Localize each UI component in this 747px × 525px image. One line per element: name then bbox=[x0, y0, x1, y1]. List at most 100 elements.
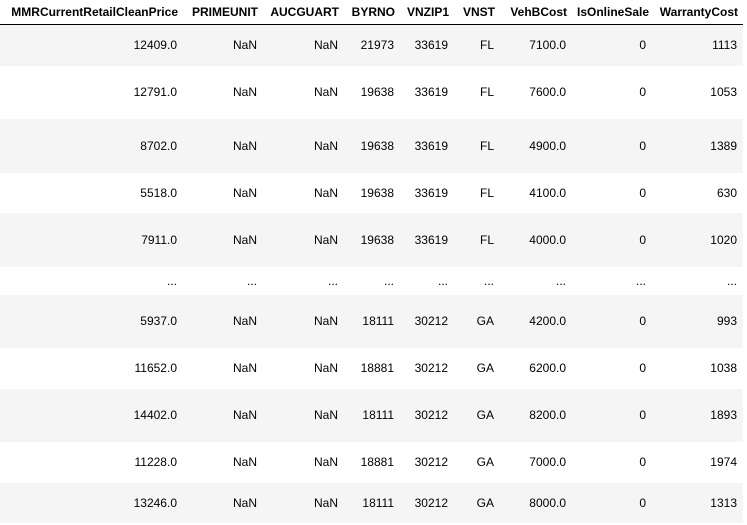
table-row: 12791.0 NaN NaN 19638 33619 FL 7600.0 0 1053 bbox=[0, 65, 743, 119]
cell-aucguart: NaN bbox=[263, 65, 344, 119]
cell-warrantycost: ... bbox=[652, 266, 743, 295]
cell-vehbcost: 8200.0 bbox=[500, 388, 572, 442]
cell-vnst: GA bbox=[454, 294, 500, 348]
cell-mmrcurrentretailcleanprice: 12409.0 bbox=[0, 24, 183, 66]
cell-vnst: FL bbox=[454, 24, 500, 66]
cell-vnzip1: 33619 bbox=[400, 24, 454, 66]
cell-mmrcurrentretailcleanprice: 13246.0 bbox=[0, 482, 183, 523]
cell-byrno: 18111 bbox=[344, 294, 400, 348]
cell-byrno: 18881 bbox=[344, 347, 400, 389]
cell-isonlinesale: 0 bbox=[572, 65, 652, 119]
ellipsis-row: ........................... bbox=[0, 266, 743, 295]
column-header-warrantycost: WarrantyCost bbox=[652, 0, 743, 25]
cell-isonlinesale: 0 bbox=[572, 347, 652, 389]
cell-vnzip1: 30212 bbox=[400, 482, 454, 523]
table-row: 12409.0 NaN NaN 21973 33619 FL 7100.0 0 1113 bbox=[0, 24, 743, 66]
cell-primeunit: NaN bbox=[183, 118, 263, 173]
table-body: 12409.0 NaN NaN 21973 33619 FL 7100.0 0 1113 1279… bbox=[0, 24, 743, 523]
cell-byrno: 21973 bbox=[344, 24, 400, 66]
cell-byrno: 19638 bbox=[344, 65, 400, 119]
cell-primeunit: NaN bbox=[183, 24, 263, 66]
cell-vnst: FL bbox=[454, 65, 500, 119]
cell-mmrcurrentretailcleanprice: 5518.0 bbox=[0, 172, 183, 213]
cell-vnst: ... bbox=[454, 266, 500, 295]
cell-vnzip1: 33619 bbox=[400, 65, 454, 119]
cell-aucguart: ... bbox=[263, 266, 344, 295]
cell-aucguart: NaN bbox=[263, 294, 344, 348]
cell-byrno: 18111 bbox=[344, 482, 400, 523]
cell-vnzip1: 30212 bbox=[400, 347, 454, 389]
table-row: 5518.0 NaN NaN 19638 33619 FL 4100.0 0 630 bbox=[0, 172, 743, 213]
cell-isonlinesale: 0 bbox=[572, 388, 652, 442]
table-row: 14402.0 NaN NaN 18111 30212 GA 8200.0 0 1893 bbox=[0, 388, 743, 442]
table-row: 8702.0 NaN NaN 19638 33619 FL 4900.0 0 1389 bbox=[0, 118, 743, 173]
cell-byrno: 19638 bbox=[344, 172, 400, 213]
cell-mmrcurrentretailcleanprice: ... bbox=[0, 266, 183, 295]
table-row: 11228.0 NaN NaN 18881 30212 GA 7000.0 0 1974 bbox=[0, 441, 743, 483]
cell-vnst: GA bbox=[454, 441, 500, 483]
cell-warrantycost: 630 bbox=[652, 172, 743, 213]
cell-vehbcost: 4900.0 bbox=[500, 118, 572, 173]
cell-vnzip1: 33619 bbox=[400, 118, 454, 173]
cell-vehbcost: 4200.0 bbox=[500, 294, 572, 348]
cell-vnzip1: 30212 bbox=[400, 388, 454, 442]
header-row: MMRCurrentRetailCleanPrice PRIMEUNIT AUC… bbox=[0, 0, 743, 25]
cell-mmrcurrentretailcleanprice: 14402.0 bbox=[0, 388, 183, 442]
cell-vehbcost: 7100.0 bbox=[500, 24, 572, 66]
cell-isonlinesale: 0 bbox=[572, 24, 652, 66]
cell-isonlinesale: 0 bbox=[572, 482, 652, 523]
cell-byrno: 19638 bbox=[344, 212, 400, 267]
cell-vnst: FL bbox=[454, 172, 500, 213]
cell-isonlinesale: 0 bbox=[572, 172, 652, 213]
column-header-aucguart: AUCGUART bbox=[263, 0, 344, 25]
cell-primeunit: NaN bbox=[183, 65, 263, 119]
cell-mmrcurrentretailcleanprice: 11652.0 bbox=[0, 347, 183, 389]
column-header-primeunit: PRIMEUNIT bbox=[183, 0, 263, 25]
cell-byrno: 19638 bbox=[344, 118, 400, 173]
cell-vnzip1: 33619 bbox=[400, 172, 454, 213]
cell-mmrcurrentretailcleanprice: 12791.0 bbox=[0, 65, 183, 119]
table-row: 11652.0 NaN NaN 18881 30212 GA 6200.0 0 1038 bbox=[0, 347, 743, 389]
cell-vehbcost: 6200.0 bbox=[500, 347, 572, 389]
cell-vehbcost: 7600.0 bbox=[500, 65, 572, 119]
cell-warrantycost: 1313 bbox=[652, 482, 743, 523]
column-header-byrno: BYRNO bbox=[344, 0, 400, 25]
column-header-vehbcost: VehBCost bbox=[500, 0, 572, 25]
table-row: 13246.0 NaN NaN 18111 30212 GA 8000.0 0 1313 bbox=[0, 482, 743, 523]
cell-vehbcost: 7000.0 bbox=[500, 441, 572, 483]
cell-isonlinesale: 0 bbox=[572, 212, 652, 267]
cell-byrno: 18881 bbox=[344, 441, 400, 483]
cell-mmrcurrentretailcleanprice: 5937.0 bbox=[0, 294, 183, 348]
cell-primeunit: NaN bbox=[183, 482, 263, 523]
table-row: 5937.0 NaN NaN 18111 30212 GA 4200.0 0 993 bbox=[0, 294, 743, 348]
cell-vehbcost: 4100.0 bbox=[500, 172, 572, 213]
cell-primeunit: NaN bbox=[183, 441, 263, 483]
cell-aucguart: NaN bbox=[263, 347, 344, 389]
cell-vnst: GA bbox=[454, 388, 500, 442]
cell-byrno: ... bbox=[344, 266, 400, 295]
cell-vnst: FL bbox=[454, 118, 500, 173]
cell-isonlinesale: 0 bbox=[572, 118, 652, 173]
cell-warrantycost: 1893 bbox=[652, 388, 743, 442]
cell-warrantycost: 1053 bbox=[652, 65, 743, 119]
cell-primeunit: NaN bbox=[183, 347, 263, 389]
cell-warrantycost: 1389 bbox=[652, 118, 743, 173]
cell-vnst: GA bbox=[454, 347, 500, 389]
cell-warrantycost: 1020 bbox=[652, 212, 743, 267]
cell-aucguart: NaN bbox=[263, 118, 344, 173]
cell-vnzip1: 33619 bbox=[400, 212, 454, 267]
cell-mmrcurrentretailcleanprice: 11228.0 bbox=[0, 441, 183, 483]
column-header-vnzip1: VNZIP1 bbox=[400, 0, 454, 25]
cell-vnzip1: 30212 bbox=[400, 294, 454, 348]
cell-vnzip1: ... bbox=[400, 266, 454, 295]
cell-primeunit: ... bbox=[183, 266, 263, 295]
cell-mmrcurrentretailcleanprice: 8702.0 bbox=[0, 118, 183, 173]
cell-vnst: GA bbox=[454, 482, 500, 523]
cell-aucguart: NaN bbox=[263, 24, 344, 66]
cell-vnzip1: 30212 bbox=[400, 441, 454, 483]
cell-mmrcurrentretailcleanprice: 7911.0 bbox=[0, 212, 183, 267]
table-row: 7911.0 NaN NaN 19638 33619 FL 4000.0 0 1020 bbox=[0, 212, 743, 267]
cell-vehbcost: 8000.0 bbox=[500, 482, 572, 523]
cell-isonlinesale: ... bbox=[572, 266, 652, 295]
column-header-vnst: VNST bbox=[454, 0, 500, 25]
